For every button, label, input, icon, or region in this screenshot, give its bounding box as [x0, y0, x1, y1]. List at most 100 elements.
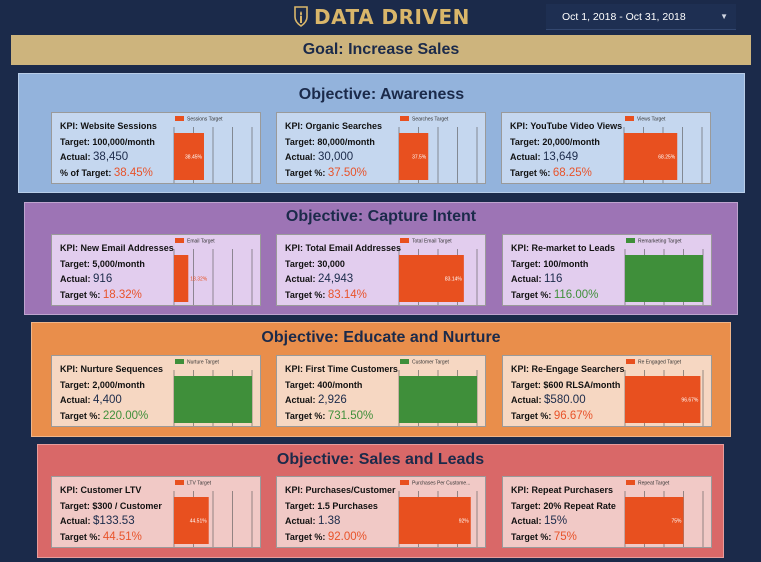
progress-bar	[174, 376, 252, 423]
kpi-card: KPI: Organic Searches Target: 80,000/mont…	[276, 112, 486, 184]
target-bar-chart: Email Target 18.32%	[170, 235, 258, 307]
kpi-target: Target: 20,000/month	[510, 136, 600, 147]
kpi-pct-row: Target %: 96.67%	[511, 409, 625, 425]
actual-label: Actual:	[285, 152, 316, 162]
section-title: Objective: Capture Intent	[285, 208, 477, 225]
kpi-name: KPI: First Time Customers	[285, 364, 398, 374]
actual-label: Actual:	[510, 152, 541, 162]
pct-value: 44.51%	[102, 530, 142, 543]
target-bar-chart: Sessions Target 38.45%	[170, 113, 258, 185]
date-range-picker[interactable]: Oct 1, 2018 - Oct 31, 2018 ▼	[546, 4, 736, 30]
bar-value-label: 68.25%	[658, 155, 676, 161]
pct-label: Target %:	[511, 531, 552, 542]
actual-label: Actual:	[285, 516, 316, 526]
pct-label: Target %:	[60, 410, 101, 421]
kpi-target: Target: 100,000/month	[60, 136, 155, 147]
actual-label: Actual:	[60, 516, 91, 526]
kpi-target: Target: 400/month	[285, 379, 363, 390]
kpi-actual-row: Actual: 24,943	[285, 272, 401, 288]
target-bar-chart: LTV Target 44.51%	[170, 477, 258, 549]
legend-label: LTV Target	[187, 481, 212, 487]
legend-label: Searches Target	[412, 117, 449, 123]
kpi-actual-row: Actual: 1.38	[285, 514, 396, 530]
brand-name: DATA DRIVEN	[314, 5, 470, 29]
actual-value: 30,000	[318, 151, 354, 163]
target-bar-chart: Re Engaged Target 96.67%	[621, 356, 709, 428]
legend-label: Customer Target	[412, 360, 449, 366]
kpi-pct-row: Target %: 44.51%	[60, 530, 162, 546]
section-sales-leads: Objective: Sales and Leads KPI: Customer…	[37, 444, 724, 558]
kpi-text: KPI: Nurture Sequences Target: 2,000/mont…	[60, 362, 163, 424]
bar-chart-svg: Customer Target	[398, 359, 478, 426]
legend-swatch	[625, 116, 634, 121]
kpi-pct-row: Target %: 92.00%	[285, 530, 396, 546]
legend-label: Sessions Target	[187, 117, 223, 123]
target-bar-chart: Searches Target 37.5%	[395, 113, 483, 185]
pct-value: 96.67%	[553, 409, 593, 422]
kpi-name: KPI: Total Email Addresses	[285, 243, 402, 253]
kpi-target: Target: 80,000/month	[285, 136, 375, 147]
bar-value-label: 44.51%	[190, 519, 208, 525]
kpi-name: KPI: Customer LTV	[60, 485, 142, 495]
actual-label: Actual:	[285, 274, 316, 284]
pct-value: 68.25%	[552, 166, 592, 179]
kpi-name: KPI: Re-market to Leads	[511, 243, 616, 253]
actual-value: 116	[544, 273, 563, 285]
progress-bar	[624, 133, 678, 180]
section-title: Objective: Awareness	[298, 86, 465, 103]
actual-value: 38,450	[93, 151, 129, 163]
brand-logo: DATA DRIVEN	[292, 4, 470, 30]
kpi-name: KPI: YouTube Video Views	[510, 121, 623, 131]
kpi-text: KPI: Re-Engage Searchers Target: $600 RLS…	[511, 362, 625, 424]
bar-chart-svg: Views Target 68.25%	[623, 116, 703, 183]
actual-value: 13,649	[543, 151, 579, 163]
bar-chart-svg: Repeat Target 75%	[624, 480, 704, 547]
section-title: Objective: Sales and Leads	[276, 451, 485, 468]
section-capture-intent: Objective: Capture Intent KPI: New Email…	[24, 202, 738, 315]
kpi-target: Target: 30,000	[285, 258, 345, 269]
kpi-name: KPI: Website Sessions	[60, 121, 157, 131]
kpi-actual-row: Actual: 916	[60, 272, 174, 288]
kpi-text: KPI: First Time Customers Target: 400/mon…	[285, 362, 398, 424]
bar-chart-svg: Purchases Per Custome... 92%	[398, 480, 478, 547]
kpi-actual-row: Actual: 38,450	[60, 150, 157, 166]
kpi-target: Target: 1.5 Purchases	[285, 500, 378, 511]
legend-swatch	[175, 480, 184, 485]
legend-label: Purchases Per Custome...	[412, 481, 470, 487]
kpi-text: KPI: Purchases/Customer Target: 1.5 Purch…	[285, 483, 396, 545]
legend-label: Re Engaged Target	[638, 360, 682, 366]
legend-label: Repeat Target	[638, 481, 670, 487]
legend-swatch	[175, 116, 184, 121]
bar-chart-svg: Nurture Target	[173, 359, 253, 426]
kpi-pct-row: Target %: 731.50%	[285, 409, 398, 425]
pct-label: Target %:	[285, 167, 326, 178]
kpi-actual-row: Actual: $580.00	[511, 393, 625, 409]
kpi-text: KPI: New Email Addresses Target: 5,000/mo…	[60, 241, 174, 303]
pct-value: 37.50%	[327, 166, 367, 179]
target-bar-chart: Nurture Target	[170, 356, 258, 428]
kpi-text: KPI: Website Sessions Target: 100,000/mon…	[60, 119, 157, 181]
kpi-pct-row: Target %: 18.32%	[60, 288, 174, 304]
kpi-actual-row: Actual: 2,926	[285, 393, 398, 409]
goal-title: Goal: Increase Sales	[302, 41, 460, 58]
target-bar-chart: Remarketing Target	[621, 235, 709, 307]
bar-value-label: 37.5%	[412, 155, 427, 161]
bar-value-label: 83.14%	[445, 277, 463, 283]
kpi-actual-row: Actual: $133.53	[60, 514, 162, 530]
pct-label: % of Target:	[60, 167, 112, 178]
pct-value: 75%	[553, 530, 577, 543]
kpi-card: KPI: Total Email Addresses Target: 30,000…	[276, 234, 486, 306]
pct-value: 116.00%	[553, 288, 599, 301]
bar-chart-svg: Total Email Target 83.14%	[398, 238, 478, 305]
actual-value: 4,400	[93, 394, 122, 406]
kpi-target: Target: 20% Repeat Rate	[511, 500, 616, 511]
kpi-card: KPI: Website Sessions Target: 100,000/mon…	[51, 112, 261, 184]
torch-logo-icon	[294, 6, 308, 27]
kpi-target: Target: $300 / Customer	[60, 500, 162, 511]
progress-bar	[625, 255, 703, 302]
kpi-card: KPI: YouTube Video Views Target: 20,000/m…	[501, 112, 711, 184]
legend-label: Remarketing Target	[638, 239, 682, 245]
actual-label: Actual:	[511, 274, 542, 284]
pct-label: Target %:	[285, 531, 326, 542]
kpi-name: KPI: Organic Searches	[285, 121, 383, 131]
